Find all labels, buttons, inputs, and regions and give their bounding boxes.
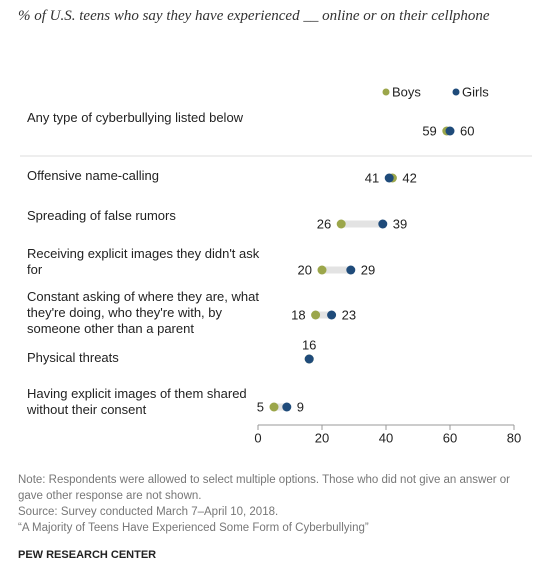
girls-dot <box>378 219 388 229</box>
girls-dot <box>282 402 292 412</box>
credit: PEW RESEARCH CENTER <box>18 549 157 561</box>
boys-dot <box>336 219 346 229</box>
value-label: 42 <box>402 170 416 185</box>
legend-marker <box>452 88 460 96</box>
value-label: 39 <box>393 216 407 231</box>
category-label: Any type of cyberbullying listed below <box>27 110 244 125</box>
girls-dot <box>346 265 356 275</box>
x-tick-label: 0 <box>254 430 261 445</box>
girls-dot <box>304 354 314 364</box>
x-tick-label: 80 <box>507 430 521 445</box>
girls-dot <box>384 173 394 183</box>
source: Source: Survey conducted March 7–April 1… <box>18 506 279 518</box>
boys-dot <box>269 402 279 412</box>
x-tick-label: 20 <box>315 430 329 445</box>
girls-dot <box>445 126 455 136</box>
x-tick-label: 40 <box>379 430 393 445</box>
value-label: 5 <box>257 399 264 414</box>
note: Note: Respondents were allowed to select… <box>18 474 511 502</box>
category-label: Constant asking of where they are, what … <box>27 289 259 336</box>
category-label: Having explicit images of them shared wi… <box>27 386 247 417</box>
category-label: Offensive name-calling <box>27 168 159 183</box>
legend-label: Boys <box>392 84 421 99</box>
girls-dot <box>327 310 337 320</box>
category-label: Spreading of false rumors <box>27 208 176 223</box>
report: “A Majority of Teens Have Experienced So… <box>18 522 369 534</box>
category-label: Physical threats <box>27 350 119 365</box>
value-label: 60 <box>460 123 474 138</box>
value-label: 18 <box>291 307 305 322</box>
chart-title: % of U.S. teens who say they have experi… <box>18 8 490 24</box>
x-tick-label: 60 <box>443 430 457 445</box>
value-label: 26 <box>317 216 331 231</box>
value-label: 41 <box>365 170 379 185</box>
value-label: 23 <box>342 307 356 322</box>
value-label: 20 <box>298 262 312 277</box>
value-label: 59 <box>422 123 436 138</box>
value-label: 16 <box>302 337 316 352</box>
boys-dot <box>311 310 321 320</box>
value-label: 29 <box>361 262 375 277</box>
legend-label: Girls <box>462 84 489 99</box>
category-label: Receiving explicit images they didn't as… <box>27 246 260 277</box>
boys-dot <box>317 265 327 275</box>
legend-marker <box>382 88 390 96</box>
value-label: 9 <box>297 399 304 414</box>
